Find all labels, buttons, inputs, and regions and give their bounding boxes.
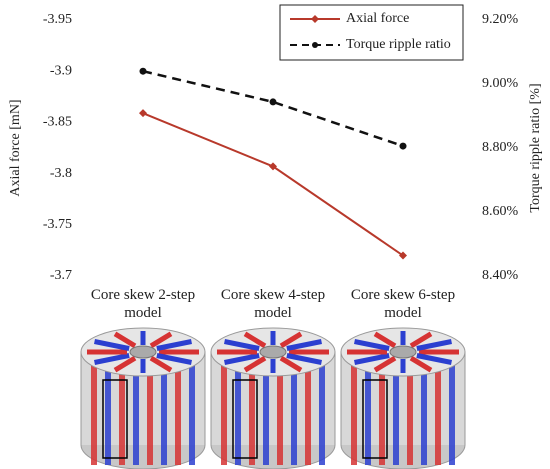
motor-top-stripe	[416, 339, 452, 351]
x-tick-label: Core skew 4-step model	[220, 287, 326, 321]
y-tick-label: -3.95	[43, 12, 72, 27]
motor-stripe	[147, 364, 153, 465]
y2-axis-label: Torque ripple ratio [%]	[528, 83, 543, 212]
motor-top-stripe	[279, 355, 303, 373]
motor-top-stripe	[279, 331, 303, 349]
series-line	[142, 112, 404, 257]
point	[139, 109, 147, 118]
y-tick-label: -3.8	[50, 166, 72, 181]
motor-stripe	[249, 364, 255, 465]
series-line	[142, 69, 404, 148]
y2-tick-label: 9.00%	[482, 76, 519, 91]
highlight-box	[362, 379, 388, 459]
motor-top-stripe	[243, 355, 267, 373]
point	[399, 142, 407, 150]
motor-top-stripe	[373, 355, 397, 373]
motor-top-stripe	[409, 331, 433, 349]
y-tick-label: -3.75	[43, 217, 72, 232]
y-tick-label: -3.85	[43, 115, 72, 130]
motor-top-stripe	[94, 339, 130, 351]
highlight-box	[232, 379, 258, 459]
motor-top-stripe	[113, 331, 137, 349]
x-tick-label: Core skew 6-step model	[350, 287, 456, 321]
motor-stripe	[133, 364, 139, 465]
motor-top-stripe	[373, 331, 397, 349]
motor-stripe	[351, 364, 357, 465]
motor-top-stripe	[286, 339, 322, 351]
motor-stripe	[91, 364, 97, 465]
motor-stripe	[221, 364, 227, 465]
motor-stripe	[161, 364, 167, 465]
legend-marker	[312, 42, 318, 48]
motor-stripe	[365, 364, 371, 465]
legend-label: Axial force	[346, 11, 409, 26]
motor-top-stripe	[416, 353, 452, 365]
legend-box	[279, 4, 464, 61]
motor-top-stripe	[409, 355, 433, 373]
point	[139, 67, 147, 75]
motor-stripe	[449, 364, 455, 465]
motor-top-stripe	[224, 339, 260, 351]
legend-label: Torque ripple ratio	[346, 37, 451, 52]
motor-stripe	[407, 364, 413, 465]
point	[269, 98, 277, 106]
motor-top-stripe	[156, 339, 192, 351]
motor-top-stripe	[354, 339, 390, 351]
motor-stripe	[305, 364, 311, 465]
motor-top-stripe	[113, 355, 137, 373]
motor-stripe	[189, 364, 195, 465]
motor-stripe	[277, 364, 283, 465]
motor-top-stripe	[243, 331, 267, 349]
motor-stripe	[235, 364, 241, 465]
y-tick-label: -3.9	[50, 63, 72, 78]
x-tick-label: Core skew 2-step model	[90, 287, 196, 321]
motor-stripe	[291, 364, 297, 465]
motor-stripe	[421, 364, 427, 465]
legend-marker	[311, 15, 319, 23]
highlight-box	[102, 379, 128, 459]
motor-stripe	[435, 364, 441, 465]
motor-hole	[259, 345, 287, 359]
motor-top-stripe	[94, 353, 130, 365]
motor-top-stripe	[354, 353, 390, 365]
motor-stripe	[319, 364, 325, 465]
motor-stripe	[119, 364, 125, 465]
motor-top-stripe	[286, 353, 322, 365]
y-tick-label: -3.7	[50, 268, 72, 283]
y2-tick-label: 8.40%	[482, 268, 519, 283]
motor-top-stripe	[149, 355, 173, 373]
y2-tick-label: 8.60%	[482, 204, 519, 219]
motor-stripe	[263, 364, 269, 465]
y2-tick-label: 8.80%	[482, 140, 519, 155]
y-axis-label: Axial force [mN]	[8, 99, 23, 196]
motor-stripe	[105, 364, 111, 465]
motor-top-stripe	[156, 353, 192, 365]
motor-hole	[389, 345, 417, 359]
point	[269, 162, 277, 171]
motor-stripe	[379, 364, 385, 465]
motor-top-stripe	[224, 353, 260, 365]
motor-stripe	[393, 364, 399, 465]
y2-tick-label: 9.20%	[482, 12, 519, 27]
motor-top-stripe	[149, 331, 173, 349]
motor-stripe	[175, 364, 181, 465]
motor-hole	[129, 345, 157, 359]
point	[399, 251, 407, 260]
